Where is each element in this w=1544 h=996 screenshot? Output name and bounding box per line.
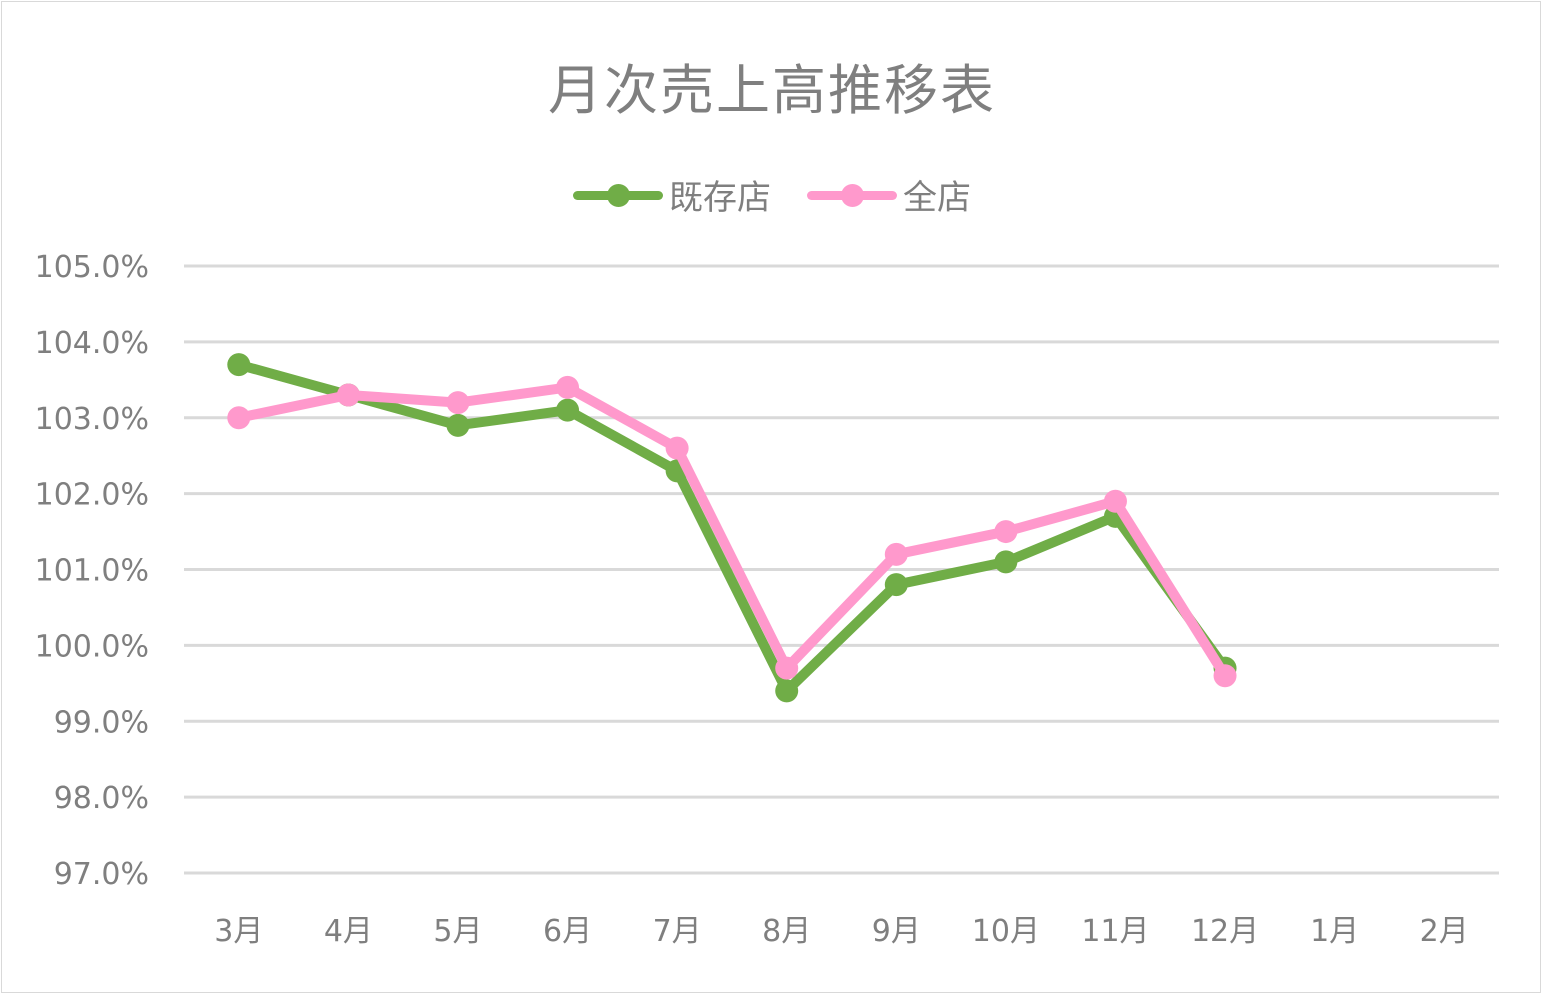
legend-swatch-pink-icon [807,171,897,219]
y-tick-label: 97.0% [54,857,149,892]
y-tick-label: 103.0% [35,402,149,437]
data-point-marker [227,406,251,430]
x-tick-label: 8月 [762,914,811,949]
x-tick-label: 5月 [433,914,482,949]
x-tick-label: 1月 [1310,914,1359,949]
data-point-marker [556,398,580,422]
data-point-marker [994,520,1018,544]
y-tick-label: 105.0% [35,250,149,285]
x-tick-label: 12月 [1191,914,1259,949]
data-point-marker [446,413,470,437]
data-point-marker [336,383,360,407]
chart-legend: 既存店 全店 [0,170,1544,219]
y-tick-label: 99.0% [54,705,149,740]
legend-item-all-stores: 全店 [807,170,971,219]
series-line [227,353,1237,703]
legend-label: 既存店 [669,178,771,218]
data-point-marker [994,550,1018,574]
data-point-marker [227,353,251,377]
x-tick-label: 4月 [324,914,373,949]
data-point-marker [884,573,908,597]
data-point-marker [775,656,799,680]
y-tick-label: 98.0% [54,781,149,816]
data-point-marker [665,436,689,460]
x-tick-label: 6月 [543,914,592,949]
y-tick-label: 104.0% [35,326,149,361]
data-point-marker [884,542,908,566]
legend-item-existing-stores: 既存店 [573,170,771,219]
legend-label: 全店 [903,178,971,218]
data-point-marker [556,375,580,399]
x-tick-label: 11月 [1081,914,1149,949]
data-point-marker [775,679,799,703]
x-tick-label: 3月 [214,914,263,949]
data-point-marker [446,391,470,415]
chart-title: 月次売上高推移表 [548,59,996,122]
y-tick-label: 100.0% [35,629,149,664]
data-point-marker [1103,489,1127,513]
series-line [227,375,1237,688]
legend-swatch-green-icon [573,171,663,219]
x-tick-label: 2月 [1420,914,1469,949]
x-tick-label: 9月 [872,914,921,949]
y-tick-label: 101.0% [35,554,149,589]
data-point-marker [1213,664,1237,688]
x-tick-label: 10月 [972,914,1040,949]
y-tick-label: 102.0% [35,478,149,513]
x-tick-label: 7月 [653,914,702,949]
